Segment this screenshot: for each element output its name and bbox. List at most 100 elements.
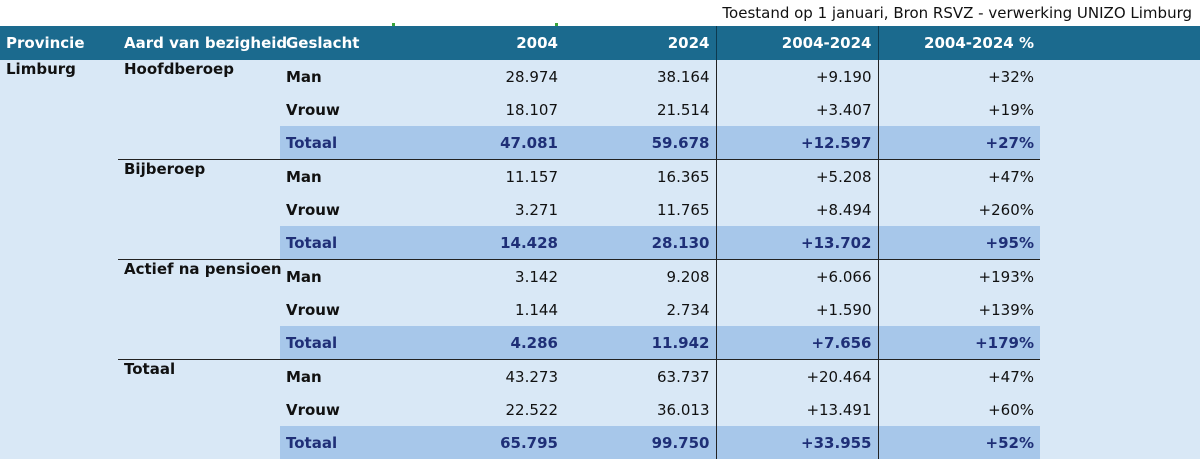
filler-cell (1040, 226, 1200, 260)
table-row: Vrouw 3.271 11.765 +8.494 +260% (0, 193, 1200, 226)
value-2004-cell: 1.144 (396, 293, 564, 326)
filler-cell (1040, 159, 1200, 193)
filler-cell (1040, 293, 1200, 326)
value-2004-cell: 22.522 (396, 393, 564, 426)
diff-cell: +5.208 (716, 159, 879, 193)
table-row: Vrouw 22.522 36.013 +13.491 +60% (0, 393, 1200, 426)
value-2004-cell: 28.974 (396, 60, 564, 93)
geslacht-cell: Vrouw (280, 293, 396, 326)
filler-cell (1040, 193, 1200, 226)
aard-cell: Actief na pensioen (118, 259, 282, 360)
header-2004: 2004 (396, 26, 564, 60)
geslacht-cell: Totaal (280, 126, 396, 160)
header-row: Provincie Aard van bezigheid Geslacht 20… (0, 26, 1200, 60)
pct-cell: +95% (878, 226, 1040, 260)
table-row: Totaal 4.286 11.942 +7.656 +179% (0, 326, 1200, 360)
diff-cell: +13.702 (716, 226, 879, 260)
pct-cell: +260% (878, 193, 1040, 226)
value-2024-cell: 16.365 (564, 159, 717, 193)
value-2024-cell: 2.734 (564, 293, 717, 326)
pct-cell: +47% (878, 359, 1040, 393)
diff-cell: +33.955 (716, 426, 879, 459)
value-2024-cell: 9.208 (564, 259, 717, 293)
geslacht-cell: Totaal (280, 226, 396, 260)
filler-cell (1040, 60, 1200, 93)
cell-marker (392, 23, 395, 27)
value-2004-cell: 3.142 (396, 259, 564, 293)
table-row: Bijberoep Man 11.157 16.365 +5.208 +47% (0, 159, 1200, 260)
diff-cell: +6.066 (716, 259, 879, 293)
aard-cell: Bijberoep (118, 159, 280, 260)
diff-cell: +20.464 (716, 359, 879, 393)
geslacht-cell: Man (280, 159, 396, 193)
geslacht-cell: Man (280, 60, 396, 93)
pct-cell: +32% (878, 60, 1040, 93)
geslacht-cell: Vrouw (280, 193, 396, 226)
filler-cell (1040, 126, 1200, 160)
value-2004-cell: 43.273 (396, 359, 564, 393)
pct-cell: +47% (878, 159, 1040, 193)
table-row: Vrouw 1.144 2.734 +1.590 +139% (0, 293, 1200, 326)
geslacht-cell: Man (280, 359, 396, 393)
diff-cell: +12.597 (716, 126, 879, 160)
header-geslacht: Geslacht (280, 26, 396, 60)
diff-cell: +3.407 (716, 93, 879, 126)
geslacht-cell: Man (280, 259, 396, 293)
value-2004-cell: 18.107 (396, 93, 564, 126)
value-2024-cell: 11.942 (564, 326, 717, 360)
table-row: Limburg Hoofdberoep Man 28.974 38.164 +9.190 +… (0, 60, 1200, 459)
pct-cell: +19% (878, 93, 1040, 126)
value-2004-cell: 65.795 (396, 426, 564, 459)
value-2004-cell: 4.286 (396, 326, 564, 360)
filler-cell (1040, 259, 1200, 293)
filler-cell (1040, 93, 1200, 126)
geslacht-cell: Vrouw (280, 93, 396, 126)
table-row: Totaal Man 43.273 63.737 +20.464 +47% (0, 359, 1200, 459)
pct-cell: +193% (878, 259, 1040, 293)
filler-cell (1040, 359, 1200, 393)
value-2024-cell: 21.514 (564, 93, 717, 126)
header-diff: 2004-2024 (716, 26, 879, 60)
value-2024-cell: 59.678 (564, 126, 717, 160)
table-row: Vrouw 18.107 21.514 +3.407 +19% (0, 93, 1200, 126)
geslacht-cell: Vrouw (280, 393, 396, 426)
geslacht-cell: Totaal (280, 426, 396, 459)
table-row: Totaal 14.428 28.130 +13.702 +95% (0, 226, 1200, 260)
table-row: Actief na pensioen Man 3.142 9.208 +6.066 +19… (0, 259, 1200, 360)
value-2024-cell: 36.013 (564, 393, 717, 426)
provincie-cell: Limburg (0, 60, 118, 459)
filler-cell (1040, 326, 1200, 360)
table-row: Totaal 65.795 99.750 +33.955 +52% (0, 426, 1200, 459)
value-2004-cell: 3.271 (396, 193, 564, 226)
header-provincie: Provincie (0, 26, 118, 60)
value-2004-cell: 11.157 (396, 159, 564, 193)
value-2004-cell: 47.081 (396, 126, 564, 160)
pct-cell: +179% (878, 326, 1040, 360)
filler-cell (1040, 393, 1200, 426)
pct-cell: +139% (878, 293, 1040, 326)
header-2024: 2024 (564, 26, 717, 60)
header-pct: 2004-2024 % (878, 26, 1040, 60)
pct-cell: +27% (878, 126, 1040, 160)
diff-cell: +13.491 (716, 393, 879, 426)
value-2024-cell: 11.765 (564, 193, 717, 226)
aard-cell: Totaal (118, 359, 280, 459)
value-2024-cell: 63.737 (564, 359, 717, 393)
value-2004-cell: 14.428 (396, 226, 564, 260)
header-aard: Aard van bezigheid (118, 26, 287, 60)
aard-cell: Hoofdberoep (118, 60, 280, 160)
diff-cell: +7.656 (716, 326, 879, 360)
header-filler (1040, 26, 1200, 60)
pct-cell: +60% (878, 393, 1040, 426)
value-2024-cell: 38.164 (564, 60, 717, 93)
cell-marker (555, 23, 558, 27)
statistics-table: Provincie Aard van bezigheid Geslacht 20… (0, 26, 1200, 459)
diff-cell: +8.494 (716, 193, 879, 226)
geslacht-cell: Totaal (280, 326, 396, 360)
diff-cell: +1.590 (716, 293, 879, 326)
source-note: Toestand op 1 januari, Bron RSVZ - verwe… (722, 4, 1192, 22)
value-2024-cell: 99.750 (564, 426, 717, 459)
diff-cell: +9.190 (716, 60, 879, 93)
filler-cell (1040, 426, 1200, 459)
table-row: Totaal 47.081 59.678 +12.597 +27% (0, 126, 1200, 160)
